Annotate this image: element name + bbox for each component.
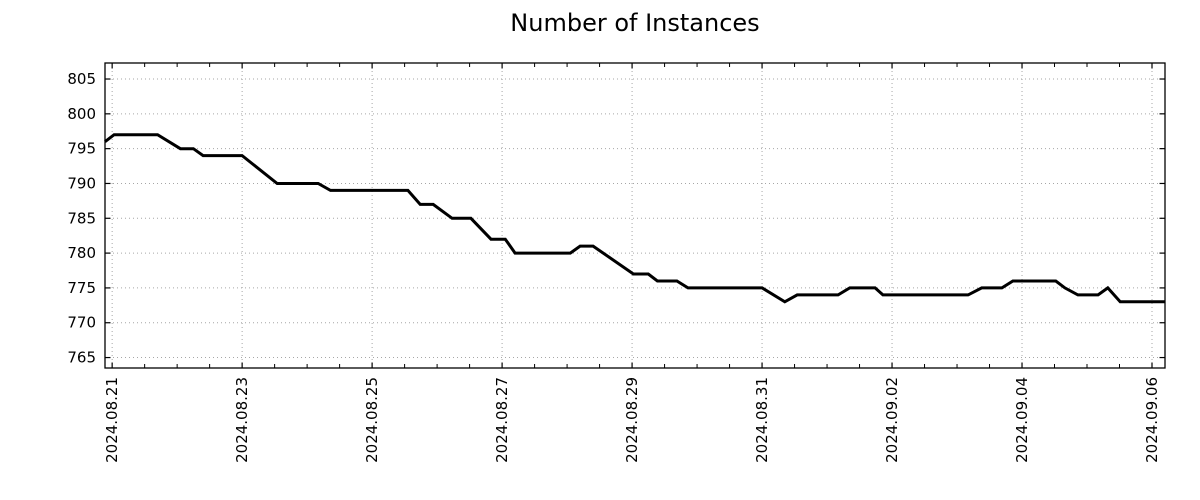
x-tick-label: 2024.08.23 [233, 377, 251, 463]
x-tick-label: 2024.09.04 [1013, 377, 1031, 463]
axis-layer [104, 62, 1166, 369]
grid-layer [105, 63, 1165, 368]
y-tick-label: 785 [67, 209, 96, 227]
x-tick-label: 2024.09.02 [883, 377, 901, 463]
x-tick-label: 2024.08.27 [493, 377, 511, 463]
y-tick-label: 780 [67, 244, 96, 262]
axis-frame [104, 62, 1166, 369]
y-tick-label: 765 [67, 349, 96, 367]
chart-title: Number of Instances [510, 9, 759, 37]
x-tick-label: 2024.09.06 [1143, 377, 1161, 463]
x-tick-label: 2024.08.25 [363, 377, 381, 463]
series-layer [104, 133, 1165, 304]
y-tick-label: 805 [67, 70, 96, 88]
y-tick-label: 790 [67, 174, 96, 192]
y-tick-label: 770 [67, 314, 96, 332]
y-tick-label: 800 [67, 105, 96, 123]
x-tick-label: 2024.08.31 [753, 377, 771, 463]
y-tick-label: 775 [67, 279, 96, 297]
y-tick-label: 795 [67, 140, 96, 158]
x-tick-label: 2024.08.29 [623, 377, 641, 463]
tick-label-layer: 765 770 775 780 785 790 795 800 805 2024.08.21 202… [67, 70, 1161, 463]
x-tick-label: 2024.08.21 [103, 377, 121, 463]
data-line [104, 133, 1165, 304]
